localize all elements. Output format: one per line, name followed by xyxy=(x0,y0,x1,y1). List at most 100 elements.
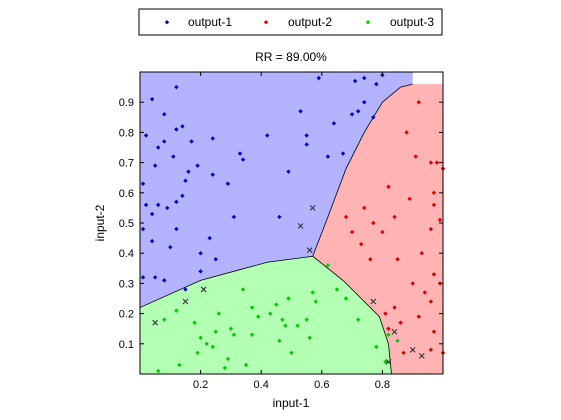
point-output-3 xyxy=(240,287,246,292)
point-output-2 xyxy=(343,214,349,220)
point-output-1 xyxy=(231,214,237,220)
y-tick-label: 0.7 xyxy=(119,158,134,170)
y-tick-label: 0.1 xyxy=(119,339,134,351)
point-output-1 xyxy=(143,133,149,138)
point-output-2 xyxy=(358,241,364,247)
point-output-1 xyxy=(207,235,212,241)
point-output-1 xyxy=(162,278,167,283)
legend: output-1 output-2 output-3 xyxy=(138,8,443,36)
point-output-2 xyxy=(431,329,437,334)
point-output-2 xyxy=(386,326,391,331)
point-output-2 xyxy=(434,160,440,165)
point-output-3 xyxy=(249,332,255,337)
point-output-2 xyxy=(404,130,409,135)
point-output-1 xyxy=(213,257,218,262)
point-output-1 xyxy=(174,127,179,132)
misclassified-marker-output-1 xyxy=(182,298,189,305)
y-tick-label: 0.8 xyxy=(119,127,134,139)
point-output-1 xyxy=(171,154,176,159)
point-output-1 xyxy=(140,275,146,280)
point-output-3 xyxy=(383,359,388,365)
point-output-1 xyxy=(140,181,146,186)
point-output-1 xyxy=(152,275,158,280)
misclassified-marker-output-1 xyxy=(152,319,159,326)
point-output-1 xyxy=(316,75,321,81)
point-output-1 xyxy=(186,169,191,174)
point-output-3 xyxy=(268,311,273,316)
point-output-3 xyxy=(374,344,379,350)
chart-title: RR = 89.00% xyxy=(255,50,327,64)
point-output-3 xyxy=(213,329,218,334)
point-output-3 xyxy=(283,323,288,328)
point-output-3 xyxy=(355,317,361,322)
point-output-3 xyxy=(325,263,331,268)
misclassified-marker-output-1 xyxy=(200,286,207,293)
point-output-3 xyxy=(255,314,261,319)
point-output-1 xyxy=(340,151,346,156)
point-output-2 xyxy=(422,290,428,295)
point-output-3 xyxy=(225,356,231,362)
point-output-3 xyxy=(249,305,255,310)
boundary-line-upper xyxy=(139,83,413,308)
x-axis-ticks: 0.2 0.4 0.6 0.8 xyxy=(193,72,390,391)
region-output-2 xyxy=(312,84,443,374)
point-output-1 xyxy=(286,169,291,174)
point-output-3 xyxy=(174,308,179,313)
point-output-2 xyxy=(349,229,355,235)
point-output-2 xyxy=(431,272,437,277)
y-tick-label: 0.3 xyxy=(119,278,134,290)
point-output-1 xyxy=(183,287,188,292)
point-output-3 xyxy=(280,317,285,322)
x-axis-label: input-1 xyxy=(273,396,310,410)
point-output-2 xyxy=(413,154,418,159)
legend-marker-output-3 xyxy=(365,20,371,25)
point-output-1 xyxy=(174,199,179,205)
point-output-3 xyxy=(162,317,167,322)
y-tick-label: 0.4 xyxy=(119,248,134,260)
point-output-3 xyxy=(216,311,221,316)
point-output-1 xyxy=(155,145,161,150)
point-output-1 xyxy=(225,181,231,186)
point-output-1 xyxy=(325,154,331,159)
legend-items: output-1 output-2 output-3 xyxy=(164,15,434,29)
point-output-1 xyxy=(277,214,282,220)
point-output-1 xyxy=(331,121,337,126)
point-output-3 xyxy=(198,335,203,340)
point-output-3 xyxy=(204,341,209,346)
point-output-1 xyxy=(362,100,367,105)
point-output-1 xyxy=(237,151,243,156)
point-output-3 xyxy=(192,320,197,325)
point-output-1 xyxy=(374,81,379,87)
point-output-3 xyxy=(277,338,282,343)
misclassified-marker-output-3 xyxy=(409,346,416,353)
misclassified-marker-output-2 xyxy=(309,205,316,211)
point-output-1 xyxy=(143,202,149,208)
point-output-1 xyxy=(198,251,203,256)
point-output-3 xyxy=(395,338,400,343)
point-output-2 xyxy=(431,190,437,195)
point-output-3 xyxy=(195,350,200,356)
point-output-1 xyxy=(149,238,155,244)
point-output-1 xyxy=(149,96,155,102)
x-tick-label: 0.8 xyxy=(375,379,390,391)
y-tick-label: 0.6 xyxy=(119,188,134,200)
point-output-3 xyxy=(243,362,249,368)
point-output-3 xyxy=(334,287,340,292)
point-output-2 xyxy=(428,347,434,353)
misclassified-marker-output-3 xyxy=(418,352,425,359)
point-output-3 xyxy=(310,290,315,295)
point-output-2 xyxy=(419,251,424,256)
region-output-1 xyxy=(140,72,413,308)
legend-label-output-2: output-2 xyxy=(288,15,332,29)
point-output-2 xyxy=(362,205,367,211)
point-output-2 xyxy=(383,311,388,316)
misclassified-marker-output-3 xyxy=(370,298,377,305)
point-output-1 xyxy=(362,75,367,81)
point-output-3 xyxy=(343,296,349,301)
point-output-2 xyxy=(416,100,421,105)
point-output-3 xyxy=(313,299,318,304)
point-output-2 xyxy=(398,320,403,325)
legend-marker-output-1 xyxy=(164,20,170,25)
x-tick-label: 0.2 xyxy=(193,379,208,391)
point-output-1 xyxy=(371,115,376,120)
